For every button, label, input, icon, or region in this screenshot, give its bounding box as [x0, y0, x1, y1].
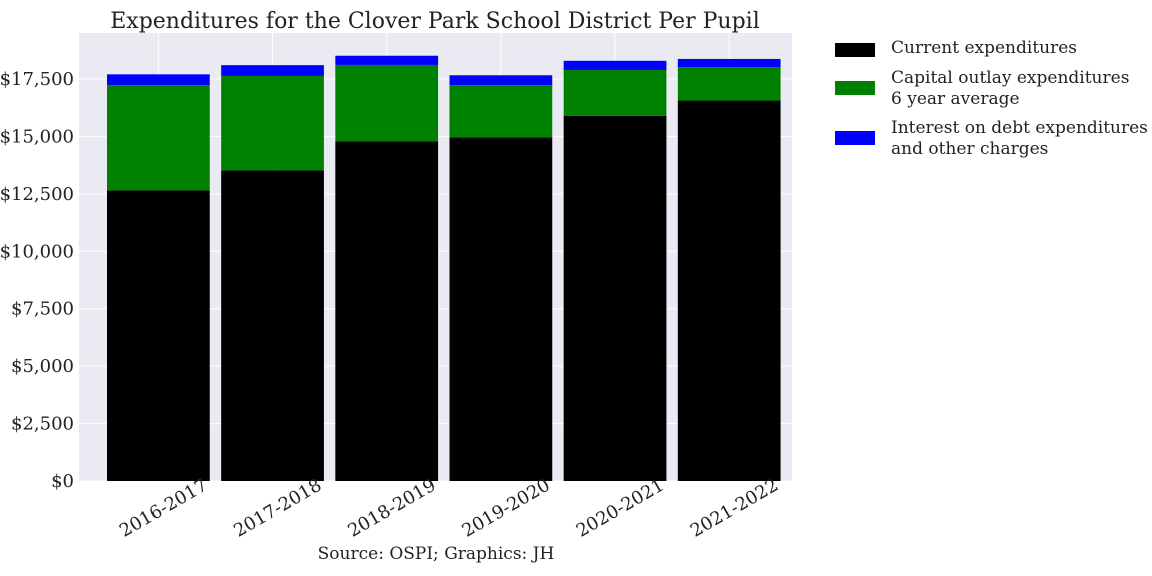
legend-label-current: Current expenditures — [891, 38, 1078, 58]
x-tick-label: 2016-2017 — [116, 475, 211, 542]
y-tick-label: $0 — [51, 471, 74, 492]
bar-capital-outlay-2016-2017 — [107, 85, 210, 191]
y-tick-label: $7,500 — [11, 299, 74, 320]
legend-swatch-capital — [835, 81, 875, 95]
x-tick-label: 2019-2020 — [459, 475, 554, 542]
x-axis-ticks: 2016-2017 2017-2018 2018-2019 2019-2020 2020… — [116, 475, 782, 542]
bar-interest-on-debt-2021-2022 — [677, 58, 781, 68]
source-caption: Source: OSPI; Graphics: JH — [317, 544, 555, 564]
y-tick-label: $2,500 — [11, 414, 74, 435]
bar-capital-outlay-2020-2021 — [563, 69, 667, 116]
y-tick-label: $15,000 — [0, 126, 74, 147]
x-tick-label: 2018-2019 — [344, 475, 439, 542]
bar-interest-on-debt-2017-2018 — [221, 65, 324, 76]
y-axis-ticks: $0 $2,500 $5,000 $7,500 $10,000 $12,500 $15,00… — [0, 69, 74, 492]
y-tick-label: $10,000 — [0, 241, 74, 262]
y-tick-label: $5,000 — [11, 356, 74, 377]
y-tick-label: $17,500 — [0, 69, 74, 90]
bar-current-expenditures-2018-2019 — [335, 141, 439, 481]
bar-current-expenditures-2019-2020 — [449, 137, 553, 481]
legend-label-interest-line2: and other charges — [891, 139, 1049, 159]
bar-current-expenditures-2020-2021 — [563, 115, 667, 481]
bar-interest-on-debt-2020-2021 — [563, 60, 667, 70]
bar-capital-outlay-2019-2020 — [449, 85, 553, 138]
bars — [107, 55, 781, 482]
y-tick-label: $12,500 — [0, 184, 74, 205]
bar-current-expenditures-2021-2022 — [677, 100, 781, 481]
legend-swatch-current — [835, 43, 875, 57]
legend-label-capital-line2: 6 year average — [891, 89, 1020, 109]
legend-swatch-interest — [835, 131, 875, 145]
chart-title: Expenditures for the Clover Park School … — [110, 9, 760, 34]
bar-interest-on-debt-2016-2017 — [107, 74, 210, 86]
x-tick-label: 2021-2022 — [687, 475, 782, 542]
bar-current-expenditures-2017-2018 — [221, 170, 324, 482]
x-tick-label: 2020-2021 — [573, 475, 668, 542]
legend-label-interest-line1: Interest on debt expenditures — [891, 118, 1148, 138]
x-tick-label: 2017-2018 — [230, 475, 325, 542]
legend-label-capital-line1: Capital outlay expenditures — [891, 68, 1130, 88]
bar-current-expenditures-2016-2017 — [107, 190, 210, 481]
bar-interest-on-debt-2019-2020 — [449, 75, 553, 86]
bar-capital-outlay-2021-2022 — [677, 67, 781, 101]
bar-capital-outlay-2017-2018 — [221, 75, 324, 171]
bar-capital-outlay-2018-2019 — [335, 64, 439, 142]
bar-interest-on-debt-2018-2019 — [335, 55, 439, 65]
